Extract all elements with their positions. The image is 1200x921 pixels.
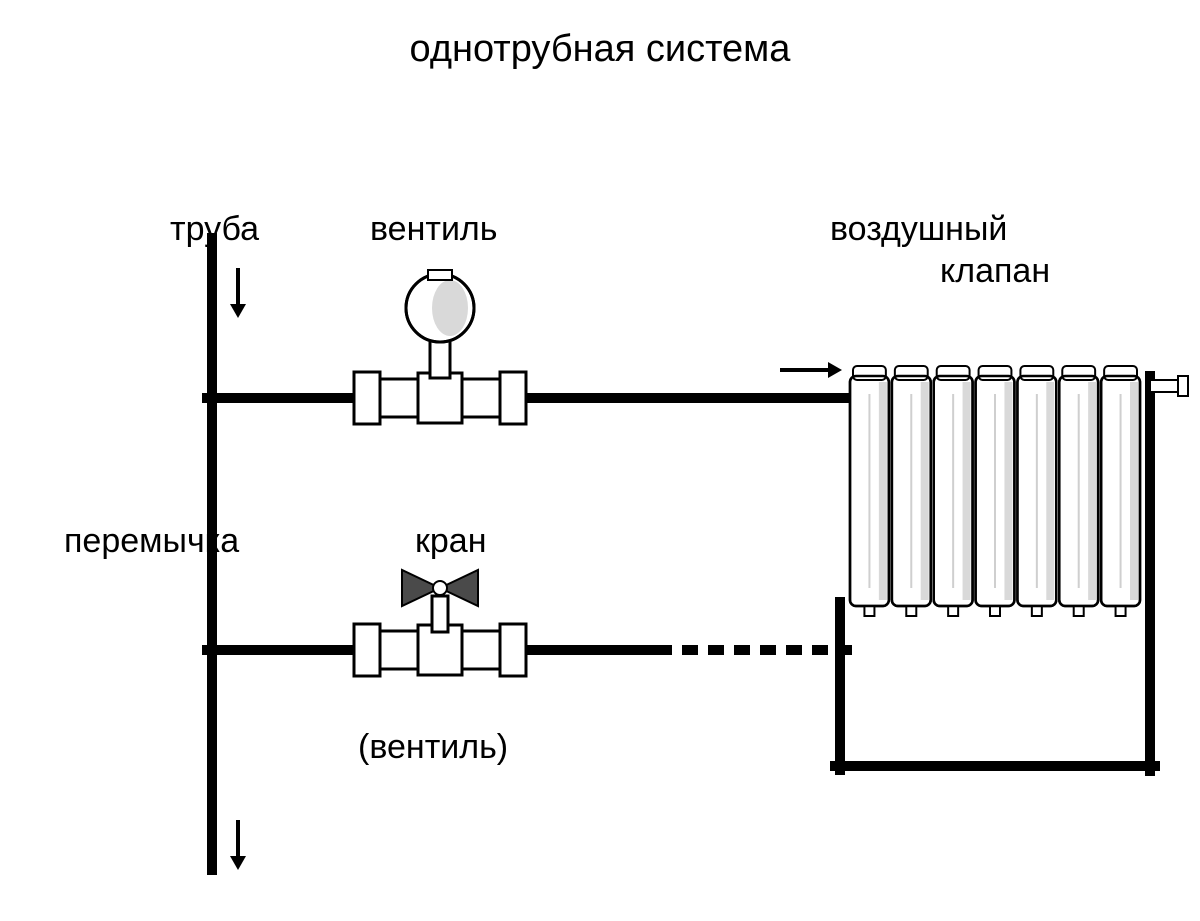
heating-diagram — [0, 0, 1200, 921]
radiator — [850, 366, 1140, 616]
valves — [354, 270, 526, 676]
flow-arrows — [230, 268, 842, 870]
air-vent-icon — [1150, 376, 1188, 396]
